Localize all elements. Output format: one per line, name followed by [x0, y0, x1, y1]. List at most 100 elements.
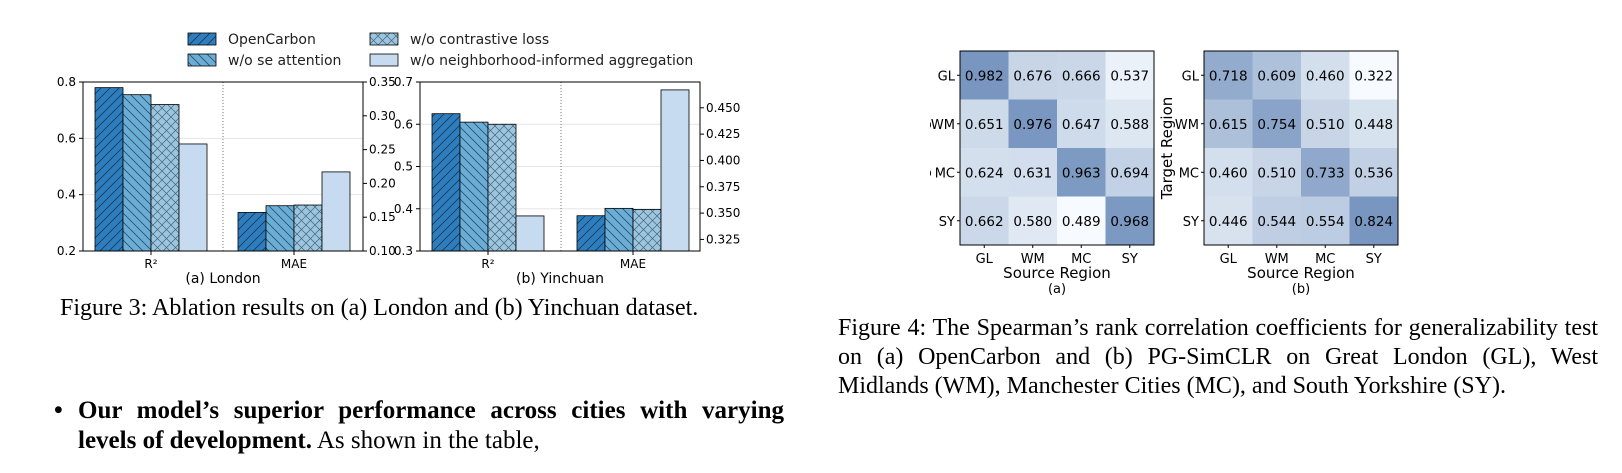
bar	[660, 89, 690, 252]
bar-hatch	[577, 215, 605, 251]
heatmap-cell	[1301, 51, 1350, 100]
heatmap-cell-value: 0.982	[965, 68, 1004, 84]
legend-swatch-hatch	[370, 33, 398, 45]
left-tick-label: 0.3	[394, 244, 413, 258]
left-tick-label: 0.7	[394, 75, 413, 89]
figure-3-caption: Figure 3: Ablation results on (a) London…	[60, 295, 699, 321]
chart-subtitle: (b) Yinchuan	[516, 271, 604, 287]
heatmap-cell	[1008, 99, 1057, 148]
bar	[178, 143, 208, 252]
legend-label: OpenCarbon	[228, 32, 316, 48]
row-tick-label: WM	[1175, 118, 1199, 133]
heatmap-cell	[1349, 148, 1398, 197]
heatmap-cell-value: 0.676	[1013, 68, 1052, 84]
row-tick-label: MC	[1179, 166, 1199, 181]
y-axis-title: Target Region	[930, 97, 932, 201]
heatmap-cell-value: 0.651	[965, 117, 1004, 133]
heatmap-cell	[1349, 196, 1398, 245]
heatmap-cell-value: 0.647	[1062, 117, 1101, 133]
col-tick-label: MC	[1315, 252, 1335, 267]
heatmap-cell	[960, 99, 1009, 148]
right-tick-label: 0.450	[706, 101, 740, 115]
bullet-paragraph: • Our model’s superior performance acros…	[54, 396, 784, 456]
legend-swatch-hatch	[188, 54, 216, 66]
group-tick-label: R²	[481, 257, 494, 271]
heatmap-cell	[1057, 99, 1106, 148]
heatmap-cell-value: 0.536	[1354, 165, 1393, 181]
row-tick-label: GL	[1182, 69, 1200, 84]
heatmap-cell-value: 0.544	[1257, 214, 1296, 230]
figure-4-caption: Figure 4: The Spearman’s rank correlatio…	[838, 315, 1598, 399]
right-tick-label: 0.20	[369, 176, 396, 190]
right-tick-label: 0.325	[706, 232, 740, 246]
bar-hatch	[460, 122, 488, 251]
col-tick-label: GL	[1220, 252, 1238, 267]
heatmap-cell-value: 0.580	[1013, 214, 1052, 230]
heatmap-pg-simclr: 0.718 0.609 0.460 0.322 0.615 0.754 0.510 0.448…	[1158, 50, 1399, 297]
bar-hatch	[294, 205, 322, 251]
right-tick-label: 0.30	[369, 109, 396, 123]
col-tick-label: WM	[1021, 252, 1045, 267]
heatmap-cell	[1057, 148, 1106, 197]
heatmap-cell	[1105, 196, 1154, 245]
bar-hatch	[238, 212, 266, 251]
legend-label: w/o contrastive loss	[410, 32, 549, 48]
heatmap-cell	[1057, 51, 1106, 100]
heatmap-cell-value: 0.460	[1306, 68, 1345, 84]
bar	[515, 215, 545, 252]
bar-hatch	[123, 94, 151, 251]
heatmap-cell	[1349, 99, 1398, 148]
bar-hatch	[432, 113, 460, 251]
heatmap-cell	[1105, 99, 1154, 148]
bullet-marker: •	[54, 397, 63, 424]
figure-3-legend: OpenCarbon w/o se attention w/o contrastiv…	[187, 32, 693, 69]
legend-swatch-hatch	[188, 33, 216, 45]
bar	[321, 171, 351, 252]
right-tick-label: 0.425	[706, 127, 740, 141]
x-axis-title: Source Region	[1247, 264, 1355, 282]
left-tick-label: 0.2	[57, 244, 76, 258]
left-tick-label: 0.8	[57, 75, 76, 89]
x-axis-title: Source Region	[1003, 264, 1111, 282]
heatmap-cell-value: 0.537	[1110, 68, 1149, 84]
col-tick-label: GL	[976, 252, 994, 267]
heatmap-subtitle: (a)	[1048, 282, 1066, 297]
bar-hatch	[95, 87, 123, 251]
heatmap-cell	[1204, 51, 1253, 100]
heatmap-frame	[1203, 50, 1399, 246]
heatmap-cell-value: 0.666	[1062, 68, 1101, 84]
legend-label: w/o neighborhood-informed aggregation	[410, 53, 693, 69]
right-tick-label: 0.400	[706, 153, 740, 167]
heatmap-cell-value: 0.609	[1257, 68, 1296, 84]
bar-hatch	[151, 104, 179, 252]
heatmap-cell	[1301, 148, 1350, 197]
bar-hatch	[605, 208, 633, 251]
left-tick-label: 0.6	[57, 131, 76, 145]
heatmap-cell	[960, 148, 1009, 197]
heatmap-cell	[1008, 196, 1057, 245]
heatmap-cell	[1349, 51, 1398, 100]
heatmap-cell	[1252, 196, 1301, 245]
heatmap-subtitle: (b)	[1292, 282, 1310, 297]
chart-yinchuan: 0.3 0.4 0.5 0.6 0.7 0.325 0.350 0.375 0.400 0.425…	[394, 75, 740, 287]
heatmap-cell-value: 0.824	[1354, 214, 1393, 230]
row-tick-label: SY	[1183, 215, 1199, 230]
heatmap-cell	[960, 51, 1009, 100]
figure-4-heatmaps: 0.982 0.676 0.666 0.537 0.651 0.976 0.647 0.588…	[930, 50, 1399, 297]
left-tick-label: 0.6	[394, 117, 413, 131]
bullet-bold-text: Our model’s superior performance across …	[78, 397, 784, 454]
col-tick-label: SY	[1366, 252, 1382, 267]
right-tick-label: 0.25	[369, 143, 396, 157]
col-tick-label: MC	[1071, 252, 1091, 267]
right-tick-label: 0.15	[369, 210, 396, 224]
heatmap-cell-value: 0.624	[965, 165, 1004, 181]
heatmap-cell-value: 0.976	[1013, 117, 1052, 133]
heatmap-cell	[1105, 51, 1154, 100]
heatmap-frame	[959, 50, 1155, 246]
plot-frame	[82, 81, 364, 252]
col-tick-label: SY	[1122, 252, 1138, 267]
heatmap-cell-value: 0.718	[1209, 68, 1248, 84]
left-tick-label: 0.4	[57, 188, 76, 202]
bullet-body-text: As shown in the table,	[311, 427, 540, 454]
bar-hatch	[633, 209, 661, 251]
